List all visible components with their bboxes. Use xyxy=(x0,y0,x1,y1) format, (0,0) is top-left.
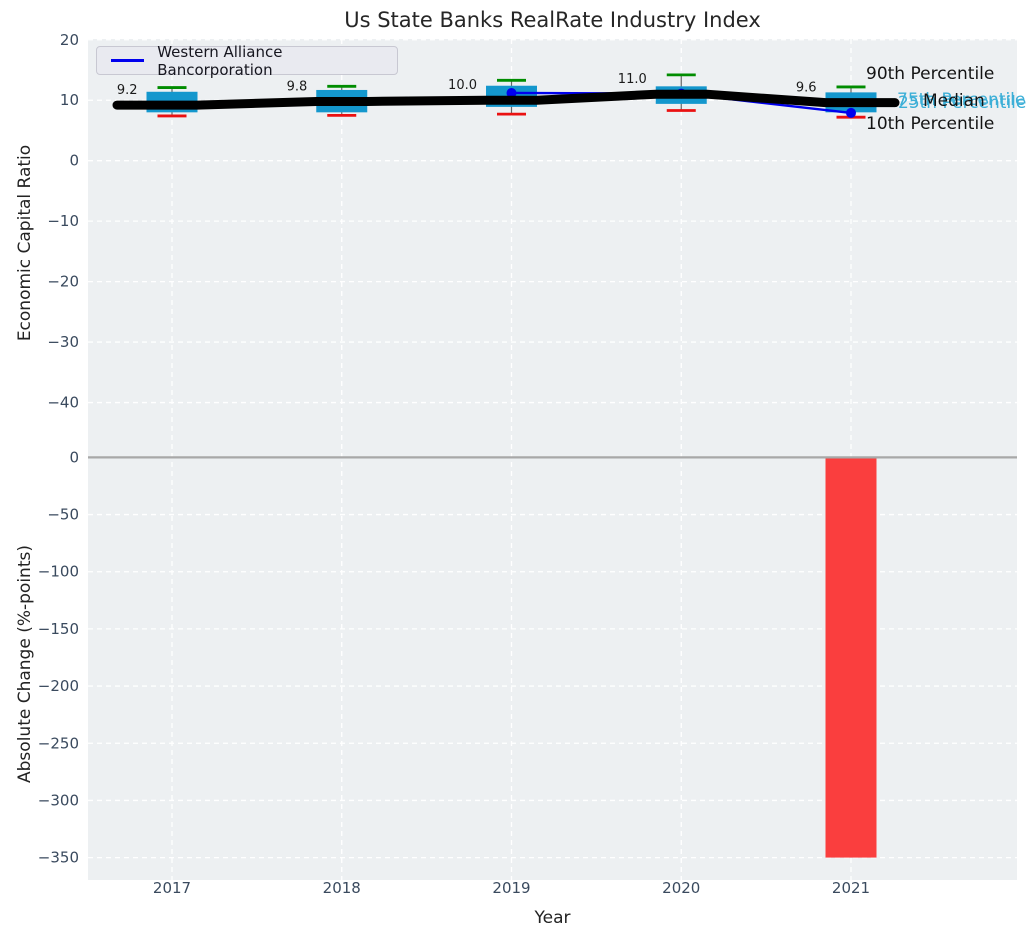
series-point-2019 xyxy=(506,87,517,98)
annotation-25th-percentile: 25th Percentile xyxy=(898,93,1027,113)
x-tick: 2017 xyxy=(153,879,191,897)
median-value-label-2017: 9.2 xyxy=(117,83,138,98)
y-tick-bottom: −150 xyxy=(38,620,79,638)
y-tick-top: −20 xyxy=(47,273,79,291)
x-tick: 2018 xyxy=(323,879,361,897)
x-tick: 2019 xyxy=(492,879,530,897)
y-axis-label-bottom: Absolute Change (%-points) xyxy=(15,545,35,783)
median-value-label-2018: 9.8 xyxy=(287,79,308,94)
y-tick-bottom: −300 xyxy=(38,791,79,809)
y-tick-bottom: −250 xyxy=(38,734,79,752)
legend: Western Alliance Bancorporation xyxy=(96,43,398,79)
chart-title: Us State Banks RealRate Industry Index xyxy=(344,8,761,32)
annotation-10th-percentile: 10th Percentile xyxy=(866,114,995,134)
x-tick: 2020 xyxy=(662,879,700,897)
legend-label: Western Alliance Bancorporation xyxy=(157,42,283,79)
y-tick-bottom: −350 xyxy=(38,849,79,867)
legend-line-swatch xyxy=(111,59,145,62)
annotation-median: Median xyxy=(923,91,985,111)
median-value-label-2019: 10.0 xyxy=(448,78,477,93)
y-tick-top: 10 xyxy=(60,91,79,109)
y-tick-top: 0 xyxy=(69,152,79,170)
median-value-label-2021: 9.6 xyxy=(796,81,817,96)
annotation-90th-percentile: 90th Percentile xyxy=(866,64,995,84)
median-value-label-2020: 11.0 xyxy=(618,72,647,87)
series-point-2021 xyxy=(846,107,856,118)
y-tick-top: −30 xyxy=(47,333,79,351)
y-tick-top: −40 xyxy=(47,394,79,412)
median-line xyxy=(112,89,900,110)
x-tick: 2021 xyxy=(832,879,870,897)
x-axis-label: Year xyxy=(534,908,571,928)
y-tick-top: 20 xyxy=(60,31,79,49)
y-tick-bottom: 0 xyxy=(69,448,79,466)
change-bar-2021 xyxy=(825,457,877,858)
bottom-plot-area xyxy=(88,448,1017,880)
y-tick-bottom: −50 xyxy=(47,506,79,524)
y-tick-top: −10 xyxy=(47,212,79,230)
y-tick-bottom: −100 xyxy=(38,563,79,581)
y-axis-label-top: Economic Capital Ratio xyxy=(15,144,35,342)
y-tick-bottom: −200 xyxy=(38,677,79,695)
annotation-75th-percentile: 75th Percentile xyxy=(897,90,1026,110)
